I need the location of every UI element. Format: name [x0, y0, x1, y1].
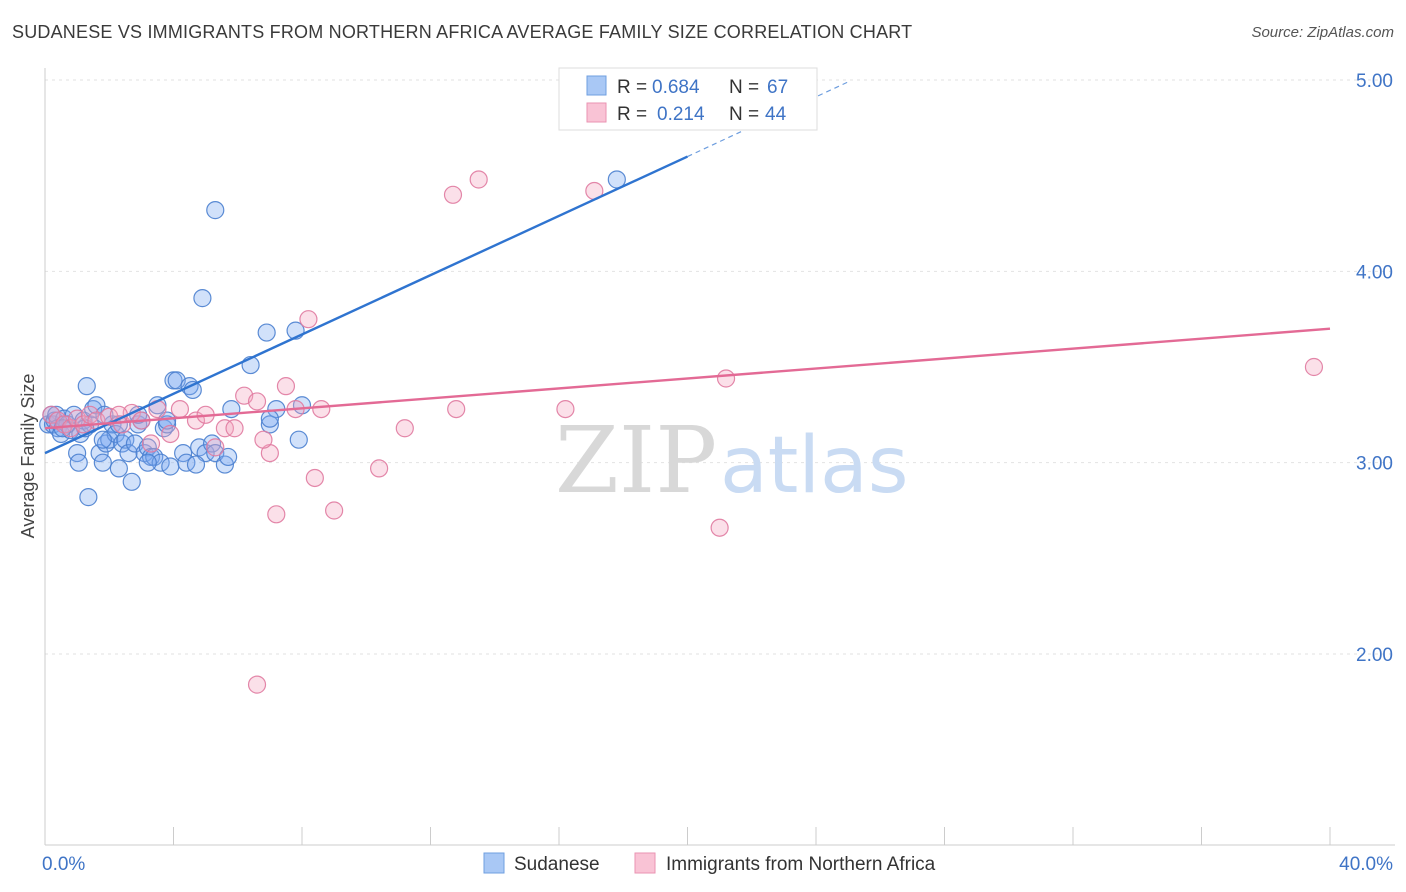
point-immigrants-32: [370, 459, 389, 478]
point-sudanese-32: [122, 472, 141, 491]
point-immigrants-30: [254, 430, 273, 449]
point-immigrants-15: [170, 399, 190, 419]
point-sudanese-65: [260, 415, 279, 434]
legend-n-value-1: 67: [767, 77, 788, 98]
y-tick-labels: 2.00 3.00 4.00 5.00: [1356, 71, 1393, 666]
point-sudanese-61: [193, 289, 212, 308]
axes: [44, 68, 1395, 846]
point-sudanese-59: [186, 455, 206, 474]
source-label: Source: ZipAtlas.com: [1251, 24, 1394, 41]
x-tick-label-0: 0.0%: [42, 854, 85, 875]
point-immigrants-34: [447, 399, 466, 419]
point-immigrants-27: [325, 501, 344, 520]
point-sudanese-28: [119, 444, 138, 463]
point-immigrants-37: [556, 399, 575, 419]
point-sudanese-71: [260, 409, 279, 428]
y-tick-label-2: 4.00: [1356, 262, 1393, 283]
trend-extension-sudanese: [687, 81, 849, 158]
point-immigrants-18: [206, 438, 225, 457]
legend-n-label-1: N =: [729, 77, 759, 98]
x-tick-labels: 0.0% 40.0%: [42, 854, 1393, 875]
x-tick-label-1: 40.0%: [1339, 854, 1393, 875]
point-sudanese-20: [93, 453, 112, 472]
point-immigrants-33: [395, 419, 414, 438]
point-immigrants-25: [299, 310, 318, 329]
point-sudanese-40: [151, 453, 170, 472]
legend-n-label-2: N =: [729, 104, 759, 125]
bottom-legend: Sudanese Immigrants from Northern Africa: [483, 852, 936, 875]
point-sudanese-63: [257, 323, 276, 342]
point-immigrants-42: [247, 675, 267, 694]
bottom-legend-swatch-sudanese: [483, 852, 505, 874]
point-immigrants-35: [443, 185, 463, 204]
legend-r-value-2: 0.214: [657, 104, 705, 125]
point-sudanese-25: [109, 459, 128, 478]
point-immigrants-23: [276, 377, 296, 396]
point-sudanese-45: [174, 444, 193, 463]
point-immigrants-40: [716, 369, 736, 388]
y-tick-label-3: 5.00: [1356, 71, 1393, 92]
point-immigrants-36: [469, 170, 488, 189]
legend-r-label-2: R =: [617, 104, 647, 125]
legend-r-value-1: 0.684: [652, 77, 700, 98]
point-sudanese-57: [161, 457, 180, 476]
point-immigrants-19: [215, 419, 234, 438]
point-immigrants-14: [161, 424, 180, 444]
point-sudanese-66: [289, 430, 308, 449]
point-immigrants-21: [247, 392, 267, 411]
bottom-legend-swatch-immigrants: [634, 852, 656, 874]
point-sudanese-64: [206, 201, 225, 220]
bottom-legend-immigrants: Immigrants from Northern Africa: [666, 854, 936, 875]
point-immigrants-26: [312, 399, 331, 419]
point-sudanese-69: [219, 447, 238, 467]
point-immigrants-31: [225, 419, 244, 438]
legend-swatch-sudanese: [586, 75, 607, 96]
trend-lines: [44, 81, 1331, 455]
trend-line-immigrants: [44, 327, 1331, 430]
chart-title: SUDANESE VS IMMIGRANTS FROM NORTHERN AFR…: [12, 22, 913, 42]
point-sudanese-27: [116, 430, 135, 449]
y-tick-label-1: 3.00: [1356, 454, 1393, 475]
legend-r-label-1: R =: [617, 77, 647, 98]
legend-box: R = 0.684 N = 67 R = 0.214 N = 44: [558, 67, 818, 131]
point-sudanese-58: [138, 453, 157, 472]
watermark-atlas: atlas: [720, 421, 909, 511]
point-sudanese-15: [77, 377, 96, 396]
point-immigrants-41: [1304, 357, 1324, 377]
trend-line-sudanese: [44, 155, 689, 455]
watermark: ZIP atlas: [555, 407, 909, 514]
legend-swatch-immigrants: [586, 102, 607, 123]
legend-n-value-2: 44: [765, 104, 787, 125]
point-immigrants-12: [141, 434, 161, 453]
point-sudanese-19: [90, 444, 109, 463]
point-sudanese-30: [93, 430, 112, 449]
point-immigrants-39: [710, 518, 729, 537]
watermark-zip: ZIP: [555, 407, 717, 514]
point-sudanese-29: [79, 488, 98, 507]
point-immigrants-29: [267, 505, 286, 524]
point-sudanese-12: [69, 453, 88, 472]
point-immigrants-28: [305, 468, 324, 488]
y-tick-label-0: 2.00: [1356, 645, 1393, 666]
bottom-legend-sudanese: Sudanese: [514, 854, 600, 875]
y-axis-label: Average Family Size: [18, 374, 38, 539]
